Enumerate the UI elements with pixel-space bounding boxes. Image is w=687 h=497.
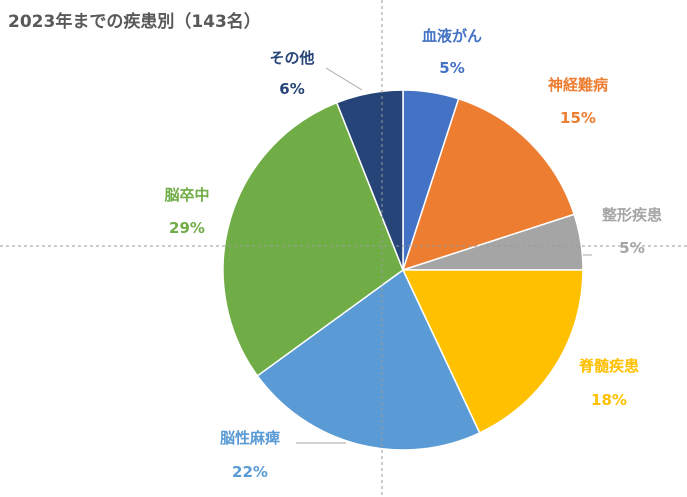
pie-slice xyxy=(401,97,576,272)
slice-percent-label: 18% xyxy=(591,391,627,409)
slice-category-label: 脳性麻痺 xyxy=(220,429,280,447)
slice-percent-label: 5% xyxy=(439,59,464,77)
slice-category-label: その他 xyxy=(269,49,314,67)
label-leader-line xyxy=(325,67,363,91)
pie-slice xyxy=(401,269,584,434)
slice-percent-label: 29% xyxy=(169,219,205,237)
slice-category-label: 脊髄疾患 xyxy=(578,357,639,375)
pie-slice xyxy=(335,89,404,271)
leader-lines xyxy=(296,67,592,444)
data-labels: 血液がん 5% 神経難病 15% 整形疾患 5% 脊髄疾患 18% 脳性麻痺 22% 脳卒中 29% そ… xyxy=(164,27,662,481)
slice-category-label: 脳卒中 xyxy=(164,186,209,204)
chart-title: 2023年までの疾患別（143名） xyxy=(8,11,261,32)
pie-slice xyxy=(256,268,481,451)
pie-slices xyxy=(222,89,584,451)
slice-percent-label: 22% xyxy=(232,463,268,481)
slice-percent-label: 6% xyxy=(279,80,304,98)
slice-percent-label: 15% xyxy=(560,109,596,127)
slice-percent-label: 5% xyxy=(619,239,644,257)
pie-slice xyxy=(222,101,404,377)
slice-category-label: 神経難病 xyxy=(548,76,608,94)
slice-category-label: 整形疾患 xyxy=(602,206,662,224)
slice-category-label: 血液がん xyxy=(422,27,482,45)
